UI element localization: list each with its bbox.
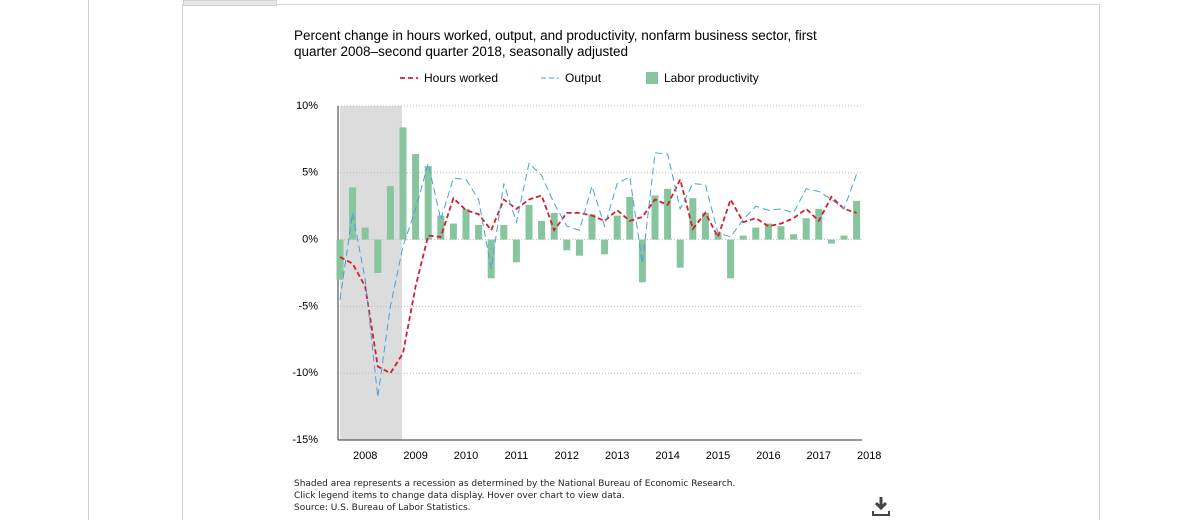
x-tick-label: 2017 [807,450,831,462]
y-tick-label: 0% [302,234,318,246]
bar [827,239,835,244]
legend-item[interactable]: Output [541,71,601,85]
bar [386,186,394,240]
bar [840,235,848,240]
bar [500,224,508,240]
x-tick-label: 2009 [403,450,427,462]
page-border [88,0,89,520]
bar [575,239,583,256]
bar [424,166,432,240]
line [339,176,857,375]
bar [752,227,760,240]
chart-title: Percent change in hours worked, output, … [294,28,817,59]
bar [727,239,735,279]
tab[interactable] [183,0,277,6]
bar [626,196,634,240]
note: Shaded area represents a recession as de… [294,479,736,489]
recession-shading [340,106,402,440]
legend-label: Hours worked [424,71,499,85]
x-tick-label: 2010 [454,450,478,462]
y-tick-label: -15% [292,434,318,446]
legend-label: Labor productivity [664,71,759,85]
note: Click legend items to change data displa… [294,491,625,501]
download-button[interactable] [870,495,892,517]
bar [853,200,861,240]
y-tick-label: -10% [292,367,318,379]
bar [563,239,571,251]
bar [550,212,558,240]
legend-swatch [400,77,418,79]
bar [790,234,798,240]
bar [525,204,533,240]
x-tick-label: 2015 [706,450,730,462]
bar [601,239,609,255]
bar [764,223,772,240]
bar [374,239,382,273]
bar [651,195,659,240]
bar [777,226,785,240]
legend-swatch [646,72,658,84]
bar [664,188,672,240]
bar [701,212,709,240]
y-tick-label: 5% [302,167,318,179]
x-tick-label: 2012 [555,450,579,462]
bar [676,239,684,268]
x-tick-label: 2008 [353,450,377,462]
panel [182,4,1100,520]
y-tick-label: 10% [296,100,318,112]
bar [802,218,810,240]
legend-label: Output [565,71,602,85]
bar [412,154,420,240]
bar [462,208,470,240]
bar [361,227,369,240]
legend-swatch [541,77,559,79]
bar [538,220,546,240]
legend-swatch-mark [646,72,658,84]
line [339,152,858,398]
bar [399,127,407,240]
x-tick-label: 2011 [505,450,529,462]
x-tick-label: 2014 [655,450,679,462]
legend-item[interactable]: Labor productivity [646,71,759,85]
bar [487,239,495,279]
bar [689,198,697,240]
bar [449,223,457,240]
note: Source: U.S. Bureau of Labor Statistics. [294,503,471,513]
x-tick-label: 2013 [605,450,629,462]
bar [336,239,344,280]
x-tick-label: 2018 [857,450,881,462]
legend-item[interactable]: Hours worked [400,71,498,85]
bar [512,239,520,263]
bar [739,235,747,240]
bar [437,215,445,240]
bar [815,208,823,240]
x-tick-label: 2016 [756,450,780,462]
bar [613,215,621,240]
y-tick-label: -5% [298,300,318,312]
bar [475,224,483,240]
bar [588,214,596,240]
